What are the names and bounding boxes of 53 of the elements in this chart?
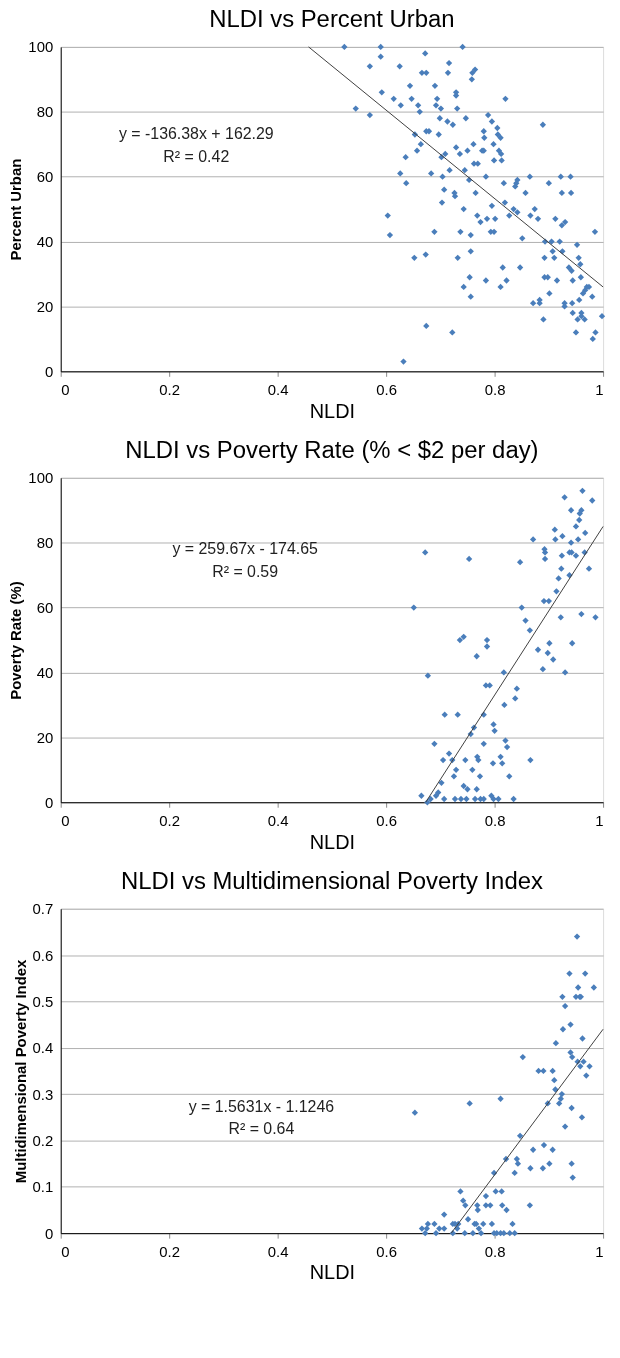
x-tick-label: 1 [595, 380, 604, 398]
x-axis-title: NLDI [309, 1261, 356, 1284]
y-tick-label: 0.5 [32, 992, 54, 1010]
y-tick-label: 0 [44, 793, 54, 811]
chart-title: NLDI vs Poverty Rate (% < $2 per day) [125, 435, 539, 463]
y-tick-label: 0.3 [32, 1085, 54, 1103]
y-tick-label: 20 [36, 297, 54, 315]
y-tick-label: 0.4 [32, 1039, 54, 1057]
x-tick-label: 0.4 [267, 811, 289, 829]
x-tick-label: 0.4 [267, 380, 289, 398]
y-tick-label: 60 [36, 168, 54, 186]
y-tick-label: 0.6 [32, 946, 54, 964]
x-tick-label: 0.2 [159, 380, 181, 398]
y-axis-title: Poverty Rate (%) [7, 581, 25, 700]
annotation: y = -136.38x + 162.29 [118, 125, 274, 143]
x-tick-label: 0.8 [484, 1242, 506, 1260]
x-tick-label: 1 [595, 811, 604, 829]
y-tick-label: 80 [36, 534, 54, 552]
x-tick-label: 0.2 [159, 811, 181, 829]
x-tick-label: 0.2 [159, 1242, 181, 1260]
annotation: R² = 0.59 [212, 562, 279, 580]
annotation: R² = 0.42 [163, 148, 230, 166]
y-tick-label: 0.2 [32, 1131, 54, 1149]
y-tick-label: 40 [36, 663, 54, 681]
annotation: y = 259.67x - 174.65 [172, 540, 318, 558]
x-tick-label: 1 [595, 1242, 604, 1260]
y-axis-title: Percent Urban [7, 158, 25, 261]
y-tick-label: 100 [28, 469, 54, 487]
y-tick-label: 0 [44, 362, 54, 380]
y-tick-label: 0 [44, 1224, 54, 1242]
annotation: y = 1.5631x - 1.1246 [188, 1097, 335, 1115]
chart-title: NLDI vs Percent Urban [209, 4, 455, 32]
y-tick-label: 100 [28, 38, 54, 56]
y-tick-label: 40 [36, 233, 54, 251]
x-tick-label: 0 [61, 1242, 70, 1260]
y-tick-label: 20 [36, 728, 54, 746]
y-axis-title: Multidimensional Poverty Index [11, 958, 29, 1184]
x-axis-title: NLDI [309, 830, 356, 853]
x-tick-label: 0.6 [376, 811, 397, 829]
x-tick-label: 0.8 [484, 380, 506, 398]
annotation: R² = 0.64 [228, 1120, 295, 1138]
chart-title: NLDI vs Multidimensional Poverty Index [120, 866, 543, 894]
y-tick-label: 0.7 [32, 900, 54, 918]
y-tick-label: 60 [36, 599, 54, 617]
x-tick-label: 0.4 [267, 1242, 289, 1260]
x-tick-label: 0 [61, 811, 70, 829]
x-tick-label: 0 [61, 380, 70, 398]
y-tick-label: 0.1 [32, 1178, 54, 1196]
x-tick-label: 0.8 [484, 811, 506, 829]
x-axis-title: NLDI [309, 399, 356, 422]
y-tick-label: 80 [36, 103, 54, 121]
x-tick-label: 0.6 [376, 380, 397, 398]
x-tick-label: 0.6 [376, 1242, 397, 1260]
